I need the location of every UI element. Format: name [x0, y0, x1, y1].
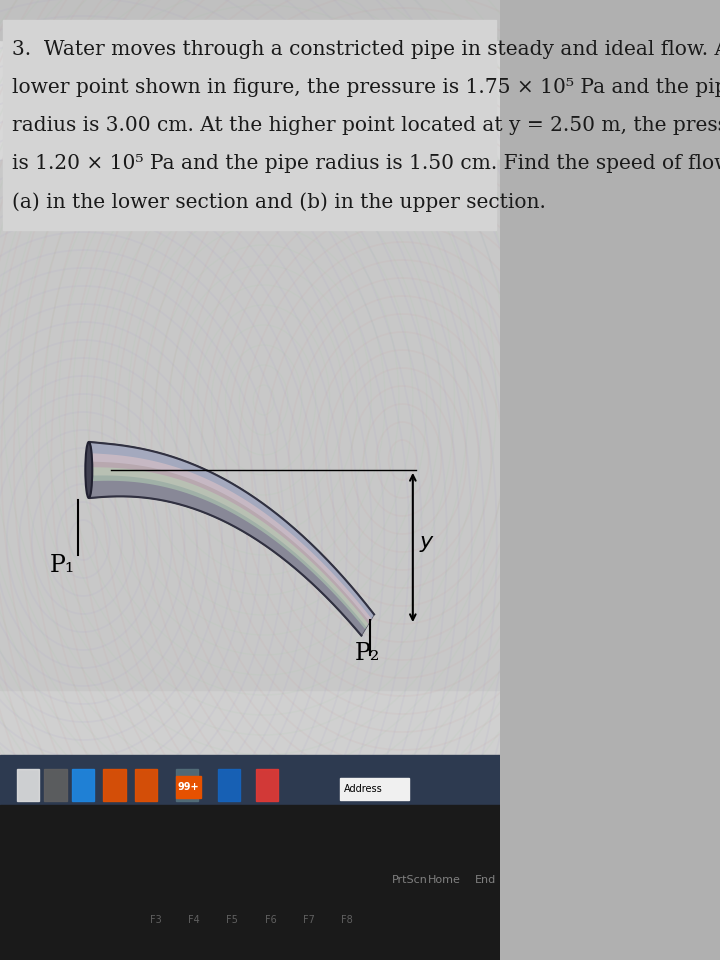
Text: P₂: P₂	[355, 642, 380, 665]
Text: F4: F4	[189, 915, 200, 925]
Text: 99+: 99+	[177, 782, 199, 792]
Bar	[104, 769, 125, 801]
Text: F8: F8	[341, 915, 353, 925]
Bar	[218, 769, 240, 801]
Text: Address: Address	[343, 784, 382, 794]
Text: radius is 3.00 cm. At the higher point located at y = 2.50 m, the pressure: radius is 3.00 cm. At the higher point l…	[12, 116, 720, 135]
Bar	[256, 769, 278, 801]
Text: PrtScn: PrtScn	[392, 875, 427, 885]
Text: F7: F7	[303, 915, 315, 925]
Bar	[0, 0, 500, 760]
Bar	[0, 0, 500, 240]
Text: 3.  Water moves through a constricted pipe in steady and ideal flow. At the: 3. Water moves through a constricted pip…	[12, 40, 720, 59]
Ellipse shape	[86, 442, 92, 498]
Text: lower point shown in figure, the pressure is 1.75 × 10⁵ Pa and the pipe: lower point shown in figure, the pressur…	[12, 78, 720, 97]
Polygon shape	[90, 442, 374, 622]
Bar	[176, 769, 199, 801]
Bar	[340, 778, 410, 800]
Polygon shape	[90, 468, 369, 629]
Bar	[45, 769, 67, 801]
Bar	[0, 0, 500, 40]
Text: F6: F6	[265, 915, 276, 925]
Bar	[72, 769, 94, 801]
Text: Home: Home	[428, 875, 461, 885]
Bar	[135, 769, 157, 801]
Bar	[0, 755, 500, 805]
Polygon shape	[90, 442, 374, 636]
Text: P₁: P₁	[50, 554, 75, 577]
Text: F5: F5	[227, 915, 238, 925]
Bar	[0, 0, 500, 690]
Bar	[176, 776, 200, 798]
Bar	[17, 769, 39, 801]
Text: is 1.20 × 10⁵ Pa and the pipe radius is 1.50 cm. Find the speed of flow: is 1.20 × 10⁵ Pa and the pipe radius is …	[12, 154, 720, 173]
Polygon shape	[90, 442, 374, 636]
Bar	[0, 805, 500, 960]
Bar	[4, 20, 496, 230]
Text: y: y	[420, 533, 433, 553]
Polygon shape	[90, 453, 372, 627]
Text: F3: F3	[150, 915, 162, 925]
Text: End: End	[475, 875, 496, 885]
Text: (a) in the lower section and (b) in the upper section.: (a) in the lower section and (b) in the …	[12, 192, 546, 211]
Bar	[0, 160, 500, 660]
